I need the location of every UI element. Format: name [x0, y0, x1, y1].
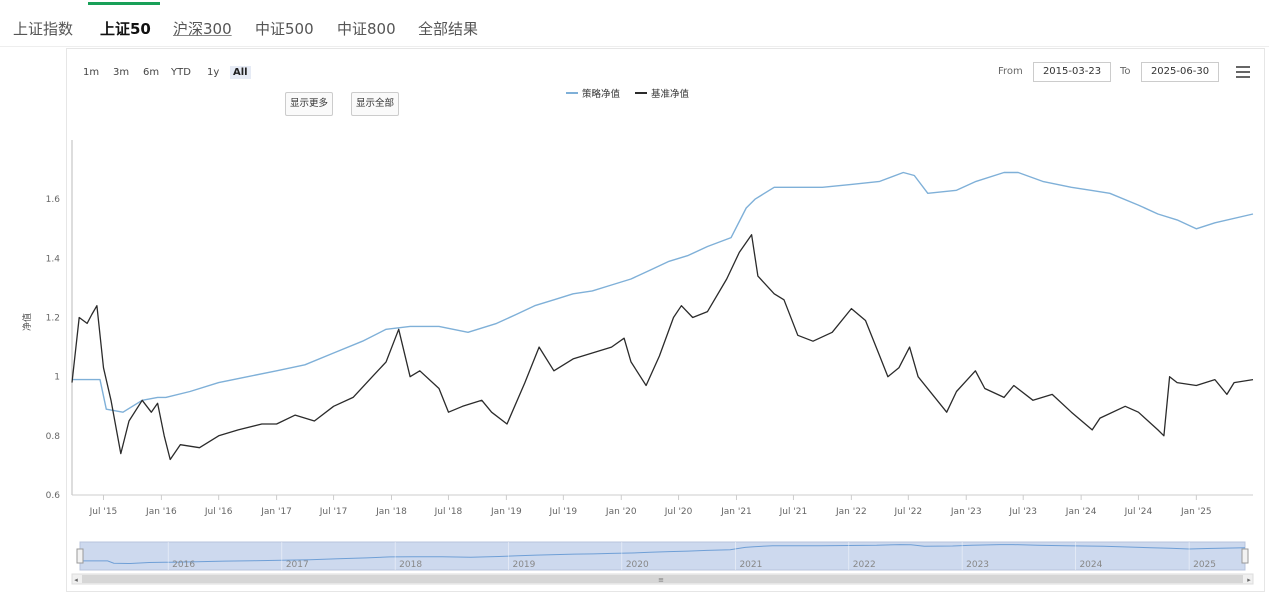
navigator-year-label: 2016	[172, 560, 195, 570]
legend-label-benchmark: 基准净值	[651, 89, 690, 100]
to-date-input[interactable]: 2025-06-30	[1141, 62, 1219, 82]
x-tick-label: Jan '17	[260, 507, 292, 517]
x-tick-label: Jan '18	[375, 507, 407, 517]
scrollbar-grip-icon[interactable]: ≡	[658, 576, 664, 584]
y-tick-label: 0.6	[46, 491, 61, 501]
scroll-left-arrow-icon[interactable]: ◂	[74, 576, 78, 584]
x-tick-label: Jul '22	[894, 507, 923, 517]
y-axis-title: 净值	[21, 313, 33, 331]
x-tick-label: Jan '24	[1065, 507, 1097, 517]
range-3m-button[interactable]: 3m	[113, 67, 130, 78]
range-ytd-button[interactable]: YTD	[171, 67, 191, 78]
range-1y-button[interactable]: 1y	[207, 67, 220, 78]
navigator-scrollbar-thumb[interactable]	[82, 575, 1243, 583]
y-tick-label: 1	[54, 373, 60, 383]
series-line-strategy[interactable]	[72, 171, 1254, 413]
from-label: From	[998, 66, 1023, 77]
tab-all-results[interactable]: 全部结果	[418, 20, 479, 38]
tab-csi800[interactable]: 中证800	[337, 20, 396, 38]
x-tick-label: Jul '23	[1008, 507, 1037, 517]
x-tick-label: Jan '16	[145, 507, 177, 517]
x-tick-label: Jan '21	[720, 507, 752, 517]
range-1m-button[interactable]: 1m	[83, 67, 100, 78]
y-tick-label: 1.4	[46, 254, 61, 264]
x-tick-label: Jul '16	[204, 507, 233, 517]
y-tick-label: 0.8	[46, 432, 61, 442]
x-tick-label: Jul '15	[89, 507, 118, 517]
navigator-year-label: 2019	[512, 560, 535, 570]
legend-swatch-benchmark	[635, 92, 648, 94]
y-tick-label: 1.2	[46, 314, 60, 324]
x-tick-label: Jan '19	[490, 507, 522, 517]
to-label: To	[1120, 66, 1131, 77]
tab-bar: 上证指数 上证50 沪深300 中证500 中证800 全部结果	[0, 0, 1269, 47]
navigator-year-label: 2021	[739, 560, 762, 570]
show-all-button[interactable]: 显示全部	[351, 92, 400, 116]
y-tick-label: 1.6	[46, 195, 61, 205]
chart-legend: 策略净值 基准净值	[566, 86, 701, 100]
tab-csi300[interactable]: 沪深300	[173, 20, 232, 38]
navigator-year-label: 2023	[966, 560, 989, 570]
navigator-right-handle[interactable]	[1241, 548, 1249, 564]
series-line-benchmark[interactable]	[71, 234, 1254, 461]
legend-label-strategy: 策略净值	[582, 89, 621, 100]
navigator-year-label: 2022	[853, 560, 876, 570]
x-tick-label: Jul '21	[779, 507, 808, 517]
navigator-year-label: 2025	[1193, 560, 1216, 570]
from-date-input[interactable]: 2015-03-23	[1033, 62, 1111, 82]
range-all-button[interactable]: All	[230, 66, 251, 79]
legend-item-benchmark[interactable]: 基准净值	[635, 86, 689, 100]
x-tick-label: Jan '25	[1180, 507, 1212, 517]
x-tick-label: Jul '20	[664, 507, 693, 517]
navigator-year-label: 2018	[399, 560, 422, 570]
legend-swatch-strategy	[566, 92, 578, 94]
x-tick-label: Jul '19	[549, 507, 578, 517]
x-tick-label: Jan '22	[835, 507, 867, 517]
navigator-series-line	[80, 544, 1246, 565]
x-tick-label: Jan '23	[950, 507, 982, 517]
tab-csi500[interactable]: 中证500	[255, 20, 314, 38]
navigator-left-handle[interactable]	[76, 548, 84, 564]
legend-item-strategy[interactable]: 策略净值	[566, 86, 620, 100]
x-tick-label: Jul '18	[434, 507, 463, 517]
tab-sse50[interactable]: 上证50	[100, 20, 151, 38]
chart-container	[66, 48, 1265, 592]
x-tick-label: Jul '24	[1124, 507, 1153, 517]
range-6m-button[interactable]: 6m	[143, 67, 160, 78]
x-tick-label: Jan '20	[605, 507, 637, 517]
navigator-selection[interactable]	[79, 541, 1246, 571]
tab-shanghai-index[interactable]: 上证指数	[13, 20, 74, 38]
show-more-button[interactable]: 显示更多	[285, 92, 334, 116]
x-tick-label: Jul '17	[319, 507, 348, 517]
navigator-year-label: 2017	[286, 560, 309, 570]
scroll-right-arrow-icon[interactable]: ▸	[1247, 576, 1251, 584]
hamburger-menu-icon[interactable]	[1236, 66, 1250, 78]
active-tab-indicator	[88, 2, 160, 5]
navigator-year-label: 2024	[1079, 560, 1102, 570]
navigator-year-label: 2020	[626, 560, 649, 570]
